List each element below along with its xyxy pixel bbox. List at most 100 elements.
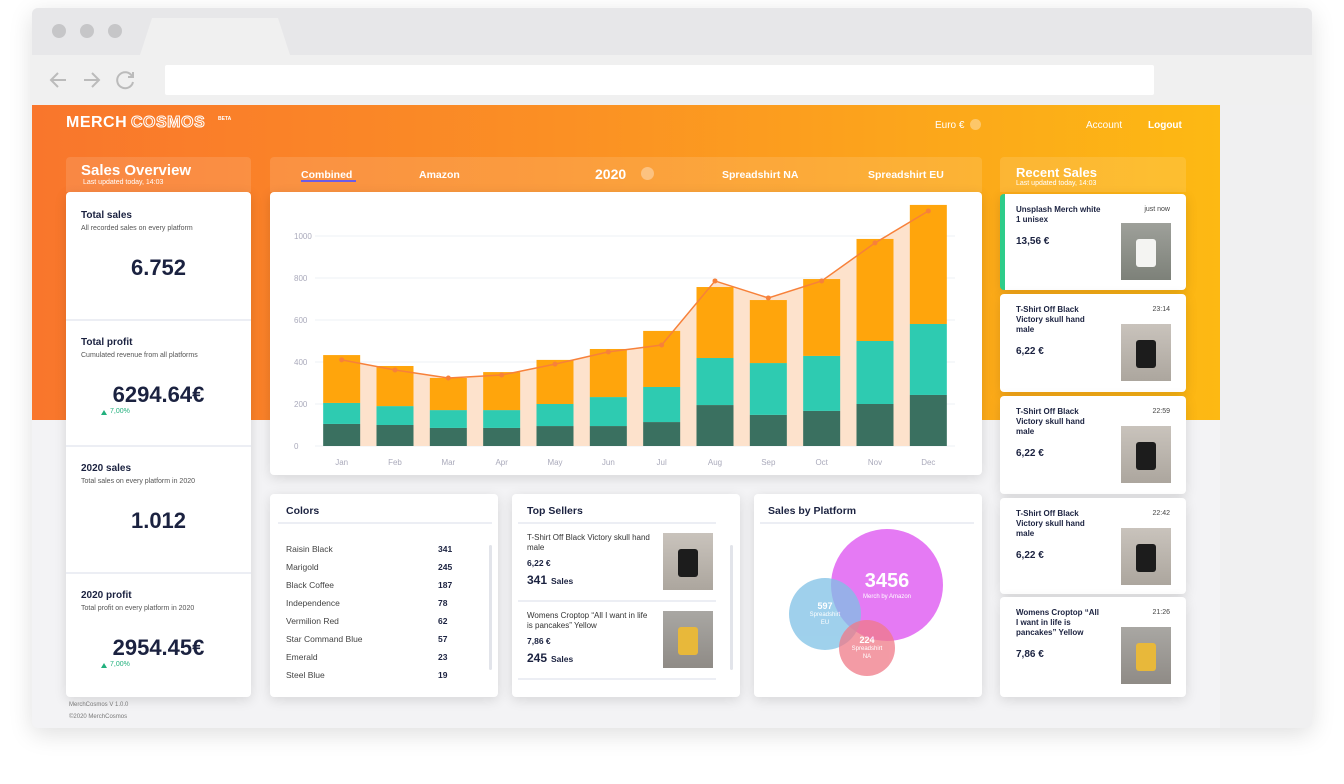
product-price: 7,86 € xyxy=(1016,649,1044,660)
sale-time: 22:59 xyxy=(1152,408,1170,415)
tab[interactable]: Combined xyxy=(301,169,353,181)
product-shirt xyxy=(1136,543,1156,573)
product-name: Womens Croptop “All I want in life is pa… xyxy=(1016,608,1099,637)
bar-segment xyxy=(643,422,681,446)
card-value: 6294.64€ xyxy=(112,381,205,407)
logo: COSMOS xyxy=(130,114,206,132)
color-name: Steel Blue xyxy=(286,670,325,680)
logout-link[interactable]: Logout xyxy=(1148,120,1182,131)
color-count: 62 xyxy=(438,616,448,626)
color-name: Black Coffee xyxy=(286,580,335,590)
x-tick-label: Oct xyxy=(815,458,828,467)
line-point xyxy=(499,372,505,378)
product-image xyxy=(1121,627,1171,684)
bar-segment xyxy=(483,410,521,428)
tab[interactable]: Spreadshirt EU xyxy=(868,169,944,181)
line-point xyxy=(339,357,345,363)
tab[interactable]: 2020 xyxy=(595,166,627,182)
card-subtitle: Cumulated revenue from all platforms xyxy=(81,351,198,359)
bar-segment xyxy=(696,405,734,446)
bar-segment xyxy=(643,330,681,387)
product-image xyxy=(663,611,713,668)
panel-title: Sales by Platform xyxy=(768,505,857,517)
line-point xyxy=(872,240,878,246)
line-point xyxy=(712,278,718,284)
bar-segment xyxy=(803,279,841,356)
x-tick-label: Apr xyxy=(495,458,508,467)
y-tick-label: 0 xyxy=(294,442,299,451)
bar-segment xyxy=(429,427,467,446)
section-subtitle: Last updated today, 14:03 xyxy=(83,179,164,186)
product-name: T-Shirt Off Black Victory skull hand mal… xyxy=(1016,509,1085,538)
dropdown-icon[interactable] xyxy=(641,167,654,180)
window-dot[interactable] xyxy=(108,24,122,38)
card-value: 2954.45€ xyxy=(112,634,205,660)
scrollbar[interactable] xyxy=(489,545,492,670)
divider xyxy=(66,318,251,321)
product-price: 6,22 € xyxy=(527,558,551,568)
up-arrow xyxy=(101,662,107,668)
bar-segment xyxy=(323,355,361,403)
card-title: Total profit xyxy=(81,336,133,348)
bar-segment xyxy=(323,423,361,446)
divider xyxy=(518,600,716,602)
product-shirt xyxy=(678,626,698,656)
account-link[interactable]: Account xyxy=(1086,120,1123,131)
currency-select[interactable]: Euro € xyxy=(935,120,965,131)
side-strip xyxy=(1220,105,1312,728)
section-header xyxy=(66,157,251,192)
tab[interactable]: Amazon xyxy=(419,169,460,181)
up-arrow xyxy=(101,409,107,415)
sale-time: 23:14 xyxy=(1152,306,1170,313)
bar-segment xyxy=(909,394,947,446)
x-tick-label: Jul xyxy=(657,458,667,467)
bar-segment xyxy=(483,427,521,446)
scrollbar[interactable] xyxy=(730,545,733,670)
bar-segment xyxy=(376,425,414,446)
sale-time: just now xyxy=(1144,206,1170,213)
product-image xyxy=(1121,223,1171,280)
window-dot[interactable] xyxy=(52,24,66,38)
tab-underline xyxy=(301,180,356,182)
line-point xyxy=(552,361,558,367)
address-bar[interactable] xyxy=(165,65,1154,95)
product-shirt xyxy=(678,548,698,578)
y-tick-label: 800 xyxy=(294,274,308,283)
product-name: Unsplash Merch white 1 unisex xyxy=(1016,205,1101,224)
dropdown-icon[interactable] xyxy=(970,119,981,130)
sale-time: 21:26 xyxy=(1152,609,1170,616)
color-name: Independence xyxy=(286,598,340,608)
x-tick-label: Dec xyxy=(921,458,935,467)
panel-title: Colors xyxy=(286,505,320,517)
divider xyxy=(66,445,251,447)
bar-segment xyxy=(909,323,947,395)
bubble-label: Merch by Amazon xyxy=(862,593,912,600)
divider xyxy=(518,522,716,524)
product-shirt xyxy=(1136,642,1156,672)
browser-tab[interactable] xyxy=(140,18,290,55)
line-point xyxy=(925,208,931,214)
divider xyxy=(518,678,716,680)
x-tick-label: Feb xyxy=(388,458,402,467)
bar-segment xyxy=(803,355,841,411)
bar-segment xyxy=(749,414,787,446)
bar-segment xyxy=(429,410,467,428)
color-count: 19 xyxy=(438,670,448,680)
bar-segment xyxy=(589,348,627,398)
overview-cards xyxy=(66,192,251,697)
tab[interactable]: Spreadshirt NA xyxy=(722,169,799,181)
line-point xyxy=(445,375,451,381)
sales-unit: Sales xyxy=(551,576,574,586)
tab-bar xyxy=(270,157,982,192)
product-price: 13,56 € xyxy=(1016,236,1050,247)
x-tick-label: Mar xyxy=(441,458,455,467)
color-count: 23 xyxy=(438,652,448,662)
nav-icons[interactable] xyxy=(48,68,138,92)
section-header xyxy=(1000,157,1186,192)
card-value: 1.012 xyxy=(130,508,187,533)
card-value: 6.752 xyxy=(130,255,187,280)
window-dot[interactable] xyxy=(80,24,94,38)
bubble-value: 597 xyxy=(817,600,833,611)
